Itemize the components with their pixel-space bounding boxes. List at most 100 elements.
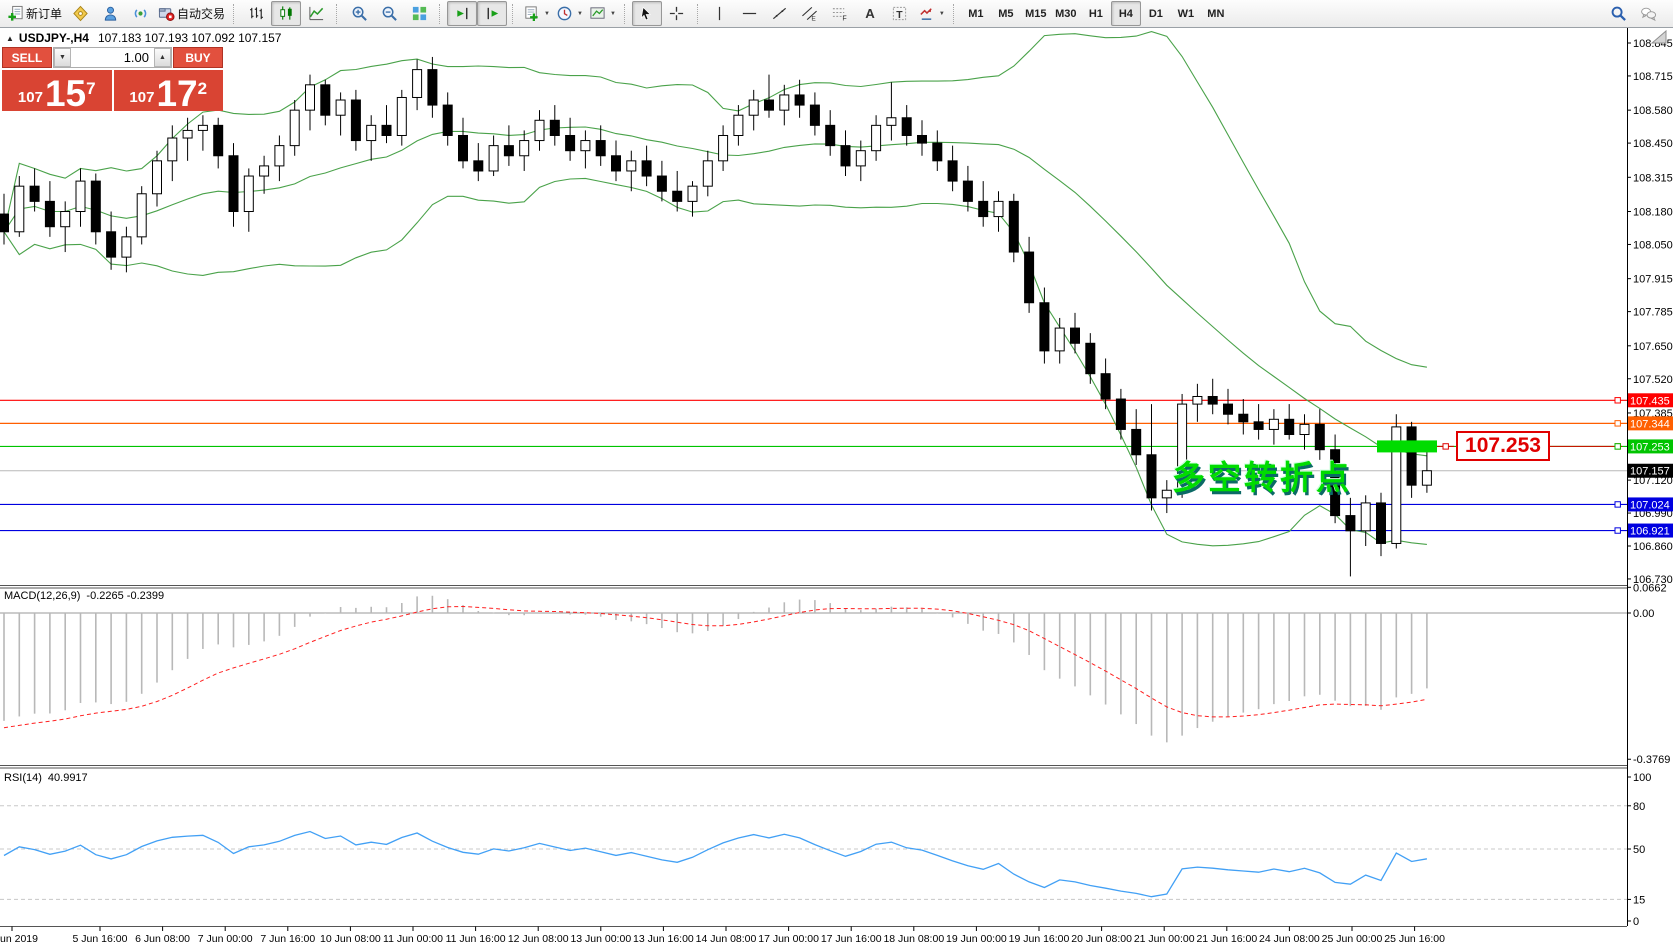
macd-histogram-bar — [997, 613, 1000, 634]
candle-body — [1238, 413, 1249, 423]
macd-histogram-bar — [1257, 613, 1260, 710]
sell-price-tile[interactable]: 107 15 7 — [2, 70, 112, 112]
time-axis-label: 19 Jun 16:00 — [1009, 933, 1070, 945]
timeframe-w1-button[interactable]: W1 — [1171, 1, 1201, 26]
time-axis-label: 20 Jun 08:00 — [1071, 933, 1132, 945]
search-button[interactable] — [1603, 1, 1633, 26]
chart-text-annotation[interactable]: 多空转折点 — [1172, 459, 1352, 496]
arrows-button[interactable]: ▼ — [915, 1, 948, 26]
candle-body — [350, 99, 361, 142]
highlight-rectangle[interactable] — [1377, 440, 1437, 453]
timeframe-h4-button[interactable]: H4 — [1110, 1, 1141, 26]
macd-histogram-bar — [33, 613, 36, 714]
periods-dropdown[interactable]: ▼ — [576, 10, 583, 17]
chart-shift-button[interactable] — [477, 1, 508, 26]
level-line-handle[interactable] — [1614, 527, 1621, 534]
candlestick-chart-button[interactable] — [271, 1, 302, 26]
zoom-out-button[interactable] — [374, 1, 404, 26]
trendline-button[interactable] — [765, 1, 795, 26]
timeframe-m1-button[interactable]: M1 — [961, 1, 991, 26]
macd-values: -0.2265 -0.2399 — [86, 590, 165, 602]
crosshair-button[interactable] — [662, 1, 692, 26]
macd-histogram-bar — [95, 613, 97, 703]
neworder-icon — [7, 5, 24, 22]
level-line-handle[interactable] — [1614, 501, 1621, 508]
periods-button[interactable]: ▼ — [553, 1, 586, 26]
toolbar-group: E F A T ▼ — [705, 1, 948, 27]
macd-histogram-bar — [1058, 613, 1061, 679]
channel-button[interactable]: E — [795, 1, 825, 26]
ohlc-values-label: 107.183 107.193 107.092 107.157 — [97, 31, 282, 45]
candle-body — [182, 129, 193, 139]
news-button[interactable] — [125, 1, 155, 26]
timeframe-d1-button[interactable]: D1 — [1141, 1, 1171, 26]
horizontal-line-button[interactable] — [735, 1, 765, 26]
broadcast-icon — [132, 5, 149, 22]
arrows-dropdown[interactable]: ▼ — [938, 10, 945, 17]
market-watch-button[interactable] — [65, 1, 95, 26]
price-callout-label[interactable]: 107.253 — [1456, 431, 1550, 461]
scroll-to-end-marker[interactable] — [1650, 29, 1667, 44]
textT-icon: T — [891, 5, 908, 22]
buy-price-prefix: 107 — [129, 89, 155, 106]
toolbar-separator — [952, 3, 958, 24]
fibonacci-button[interactable]: F — [825, 1, 855, 26]
indicators-button[interactable]: ▼ — [520, 1, 553, 26]
bar-chart-button[interactable] — [241, 1, 271, 26]
volume-decrease-button[interactable]: ▼ — [54, 48, 71, 67]
level-line-handle[interactable] — [1614, 397, 1621, 404]
auto-scroll-button[interactable] — [447, 1, 478, 26]
buy-button[interactable]: BUY — [173, 47, 223, 68]
timeframe-h1-button[interactable]: H1 — [1081, 1, 1111, 26]
time-axis-label: 19 Jun 00:00 — [946, 933, 1007, 945]
rsi-axis-label: 0 — [1633, 916, 1639, 928]
timeframe-m30-button[interactable]: M30 — [1051, 1, 1081, 26]
text-label-button[interactable]: T — [885, 1, 915, 26]
level-line-handle[interactable] — [1614, 443, 1621, 450]
macd-pane — [0, 595, 1627, 743]
candle-body — [259, 165, 270, 177]
toolbar-group — [344, 1, 434, 27]
crosshair-icon — [668, 5, 685, 22]
templates-dropdown[interactable]: ▼ — [609, 10, 616, 17]
cursor-button[interactable] — [631, 1, 662, 26]
templates-button[interactable]: ▼ — [586, 1, 619, 26]
timeframe-m30-button-label: M30 — [1055, 7, 1077, 20]
macd-histogram-bar — [1288, 613, 1290, 701]
chat-button[interactable] — [1633, 1, 1663, 26]
callout-handle[interactable] — [1442, 443, 1449, 450]
chartshift-icon — [484, 5, 501, 22]
candle-body — [473, 160, 484, 172]
zoom-in-button[interactable] — [344, 1, 374, 26]
new-order-button[interactable]: 新订单 — [4, 1, 65, 26]
line-chart-button[interactable] — [301, 1, 331, 26]
toolbar-group — [241, 1, 331, 27]
data-window-button[interactable] — [95, 1, 125, 26]
macd-histogram-bar — [1043, 613, 1046, 671]
text-button[interactable]: A — [855, 1, 885, 26]
buy-price-tile[interactable]: 107 17 2 — [113, 70, 223, 112]
timeframe-m5-button[interactable]: M5 — [991, 1, 1021, 26]
candle-body — [1284, 418, 1295, 436]
tile-windows-button[interactable] — [404, 1, 434, 26]
sell-button[interactable]: SELL — [2, 47, 52, 68]
macd-histogram-bar — [951, 613, 954, 618]
candle-body — [458, 134, 468, 162]
vertical-line-button[interactable] — [705, 1, 735, 26]
macd-histogram-bar — [339, 606, 342, 613]
candle-body — [1146, 454, 1157, 499]
collapse-panel-icon[interactable]: ▲ — [6, 34, 14, 43]
indicators-dropdown[interactable]: ▼ — [544, 10, 550, 17]
level-line-handle[interactable] — [1614, 420, 1621, 427]
sell-price: 107 15 7 — [18, 76, 96, 112]
candle-body — [809, 104, 820, 126]
macd-histogram-bar — [1211, 613, 1214, 722]
macd-histogram-bar — [324, 612, 327, 614]
timeframe-m15-button[interactable]: M15 — [1021, 1, 1051, 26]
macd-histogram-bar — [1135, 613, 1137, 725]
timeframe-mn-button[interactable]: MN — [1201, 1, 1231, 26]
autotrading-button[interactable]: 自动交易 — [155, 1, 228, 26]
volume-input[interactable] — [71, 48, 154, 67]
volume-increase-button[interactable]: ▲ — [154, 48, 171, 67]
